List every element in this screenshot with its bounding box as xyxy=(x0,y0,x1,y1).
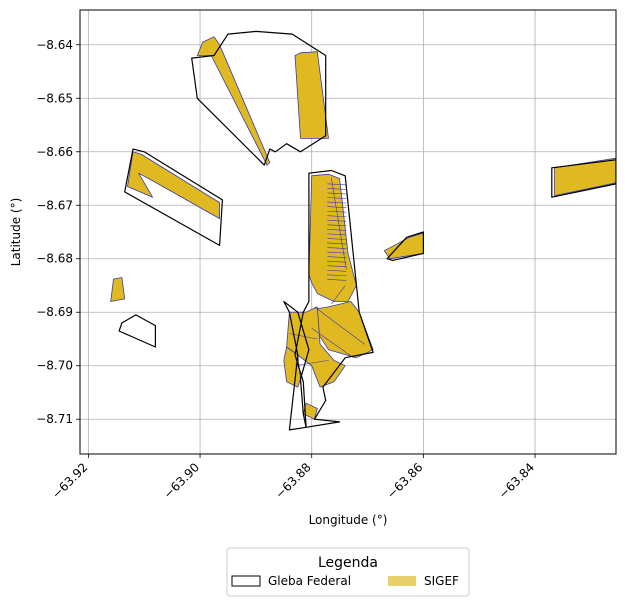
sigef-parcel xyxy=(308,173,357,302)
sigef-subdivision-line xyxy=(327,229,347,231)
sigef-subdivision-line xyxy=(327,274,347,277)
sigef-subdivision-line xyxy=(330,177,347,270)
sigef-parcel xyxy=(294,51,329,139)
y-tick-label: −8.64 xyxy=(36,38,73,52)
legend: Legenda Gleba Federal SIGEF xyxy=(226,547,470,597)
sigef-subdivision-line xyxy=(327,242,347,245)
y-tick-label: −8.65 xyxy=(36,91,73,105)
x-axis-label: Longitude (°) xyxy=(309,513,388,527)
sigef-subdivision-line xyxy=(327,251,347,254)
legend-title: Legenda xyxy=(318,555,378,571)
gleba-federal-polygon xyxy=(118,314,156,348)
sigef-subdivision-line xyxy=(331,285,346,305)
y-tick-label: −8.67 xyxy=(36,198,73,212)
sigef-parcel xyxy=(196,36,271,166)
sigef-subdivision-line xyxy=(294,360,329,367)
sigef-subdivision-line xyxy=(327,188,347,190)
y-axis-ticks: −8.64 −8.65 −8.66 −8.67 −8.68 −8.69 −8.70 −8.71 xyxy=(36,38,80,426)
sigef-parcel xyxy=(554,157,616,197)
map-layers xyxy=(110,30,616,431)
gleba-federal-layer xyxy=(118,30,616,431)
y-tick-label: −8.71 xyxy=(36,412,73,426)
sigef-subdivision-line xyxy=(327,260,347,263)
sigef-subdivision-line xyxy=(327,206,347,208)
gleba-federal-polygon xyxy=(551,159,616,198)
sigef-subdivision-line xyxy=(311,328,354,358)
y-tick-label: −8.66 xyxy=(36,145,73,159)
gleba-federal-polygon xyxy=(124,148,223,246)
gleba-federal-polygon xyxy=(386,231,424,261)
y-tick-label: −8.70 xyxy=(36,359,73,373)
sigef-parcel xyxy=(110,277,126,302)
gleba-federal-polygon xyxy=(283,169,374,431)
sigef-subdivision-line xyxy=(327,265,347,268)
sigef-subdivision-line xyxy=(327,279,347,281)
legend-label-sigef: SIGEF xyxy=(424,574,459,588)
sigef-subdivision-line xyxy=(327,183,347,186)
sigef-subdivision-line xyxy=(327,233,347,236)
sigef-subdivision-line xyxy=(327,224,347,227)
sigef-layer xyxy=(110,36,616,420)
x-tick-label: −63.86 xyxy=(384,460,425,501)
x-tick-label: −63.88 xyxy=(273,460,314,501)
x-tick-label: −63.84 xyxy=(496,460,537,501)
sigef-subdivision-line xyxy=(314,306,365,345)
y-tick-label: −8.69 xyxy=(36,305,73,319)
sigef-parcel xyxy=(286,306,346,388)
sigef-subdivision-line xyxy=(327,192,347,195)
x-tick-label: −63.90 xyxy=(161,460,202,501)
sigef-subdivision-line xyxy=(327,219,347,222)
gleba-federal-polygon xyxy=(191,30,327,166)
sigef-parcel xyxy=(127,151,221,220)
sigef-subdivision-line xyxy=(327,215,347,218)
grid xyxy=(80,10,616,454)
legend-label-gleba-federal: Gleba Federal xyxy=(268,574,351,588)
y-tick-label: −8.68 xyxy=(36,252,73,266)
legend-swatch-gleba-federal xyxy=(231,575,261,587)
x-axis-ticks: −63.92 −63.90 −63.88 −63.86 −63.84 xyxy=(49,454,537,502)
sigef-subdivision-line xyxy=(327,269,347,272)
x-tick-label: −63.92 xyxy=(49,460,90,501)
legend-swatch-sigef xyxy=(388,576,416,586)
sigef-subdivision-line xyxy=(327,238,347,240)
y-axis-label: Latitude (°) xyxy=(9,198,23,267)
axes-frame xyxy=(79,9,617,455)
sigef-subdivision-line xyxy=(327,197,347,199)
sigef-subdivision-line xyxy=(327,256,347,258)
sigef-subdivision-line xyxy=(327,201,347,204)
